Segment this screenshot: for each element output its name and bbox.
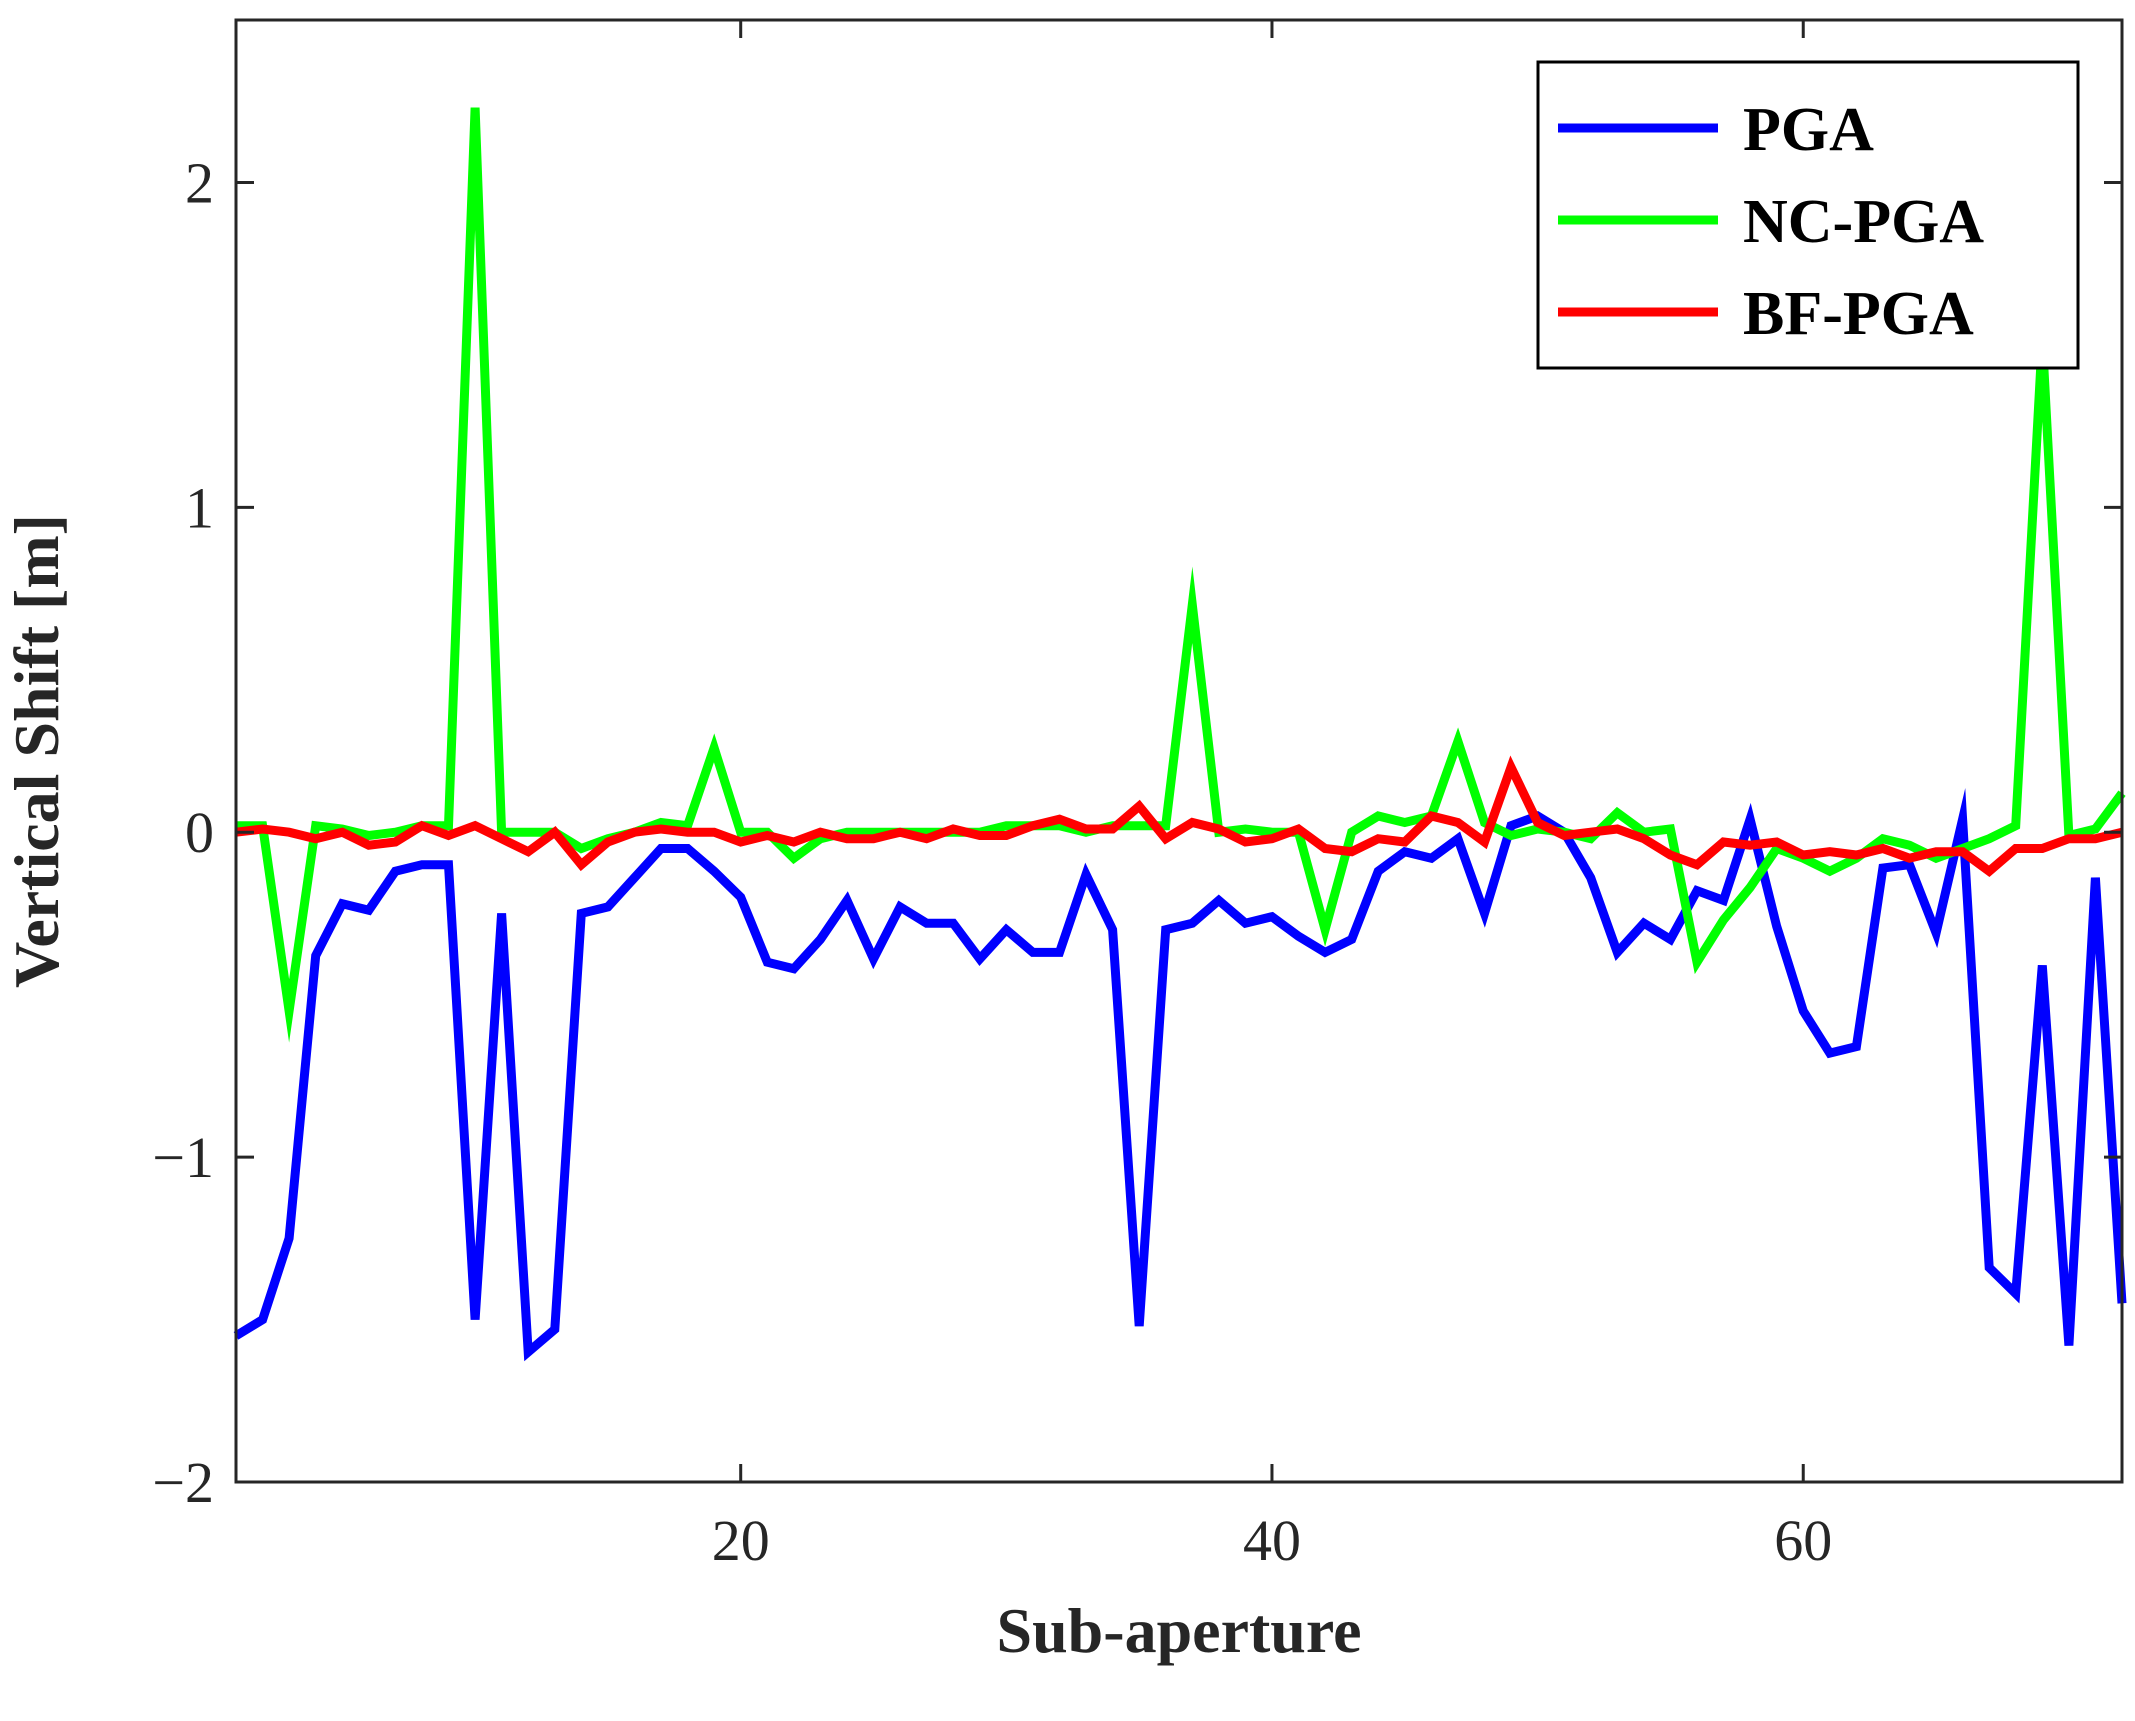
y-tick-label: −2: [152, 1450, 214, 1515]
x-axis-ticks: 20 40 60: [712, 20, 1832, 1573]
legend: PGA NC-PGA BF-PGA: [1536, 60, 2080, 370]
y-tick-label: 2: [185, 150, 214, 215]
series-line-bf-pga: [235, 755, 2124, 877]
legend-item: PGA: [1558, 96, 1874, 164]
legend-label: NC-PGA: [1743, 188, 1984, 256]
x-tick-label: 40: [1243, 1508, 1301, 1573]
y-tick-label: −1: [152, 1125, 214, 1190]
x-axis-title: Sub-aperture: [996, 1595, 1361, 1666]
x-tick-label: 20: [712, 1508, 770, 1573]
legend-items: PGA NC-PGA BF-PGA: [1558, 96, 1984, 348]
series-line-pga: [233, 787, 2127, 1362]
series-layer: [233, 107, 2127, 1362]
y-tick-label: 0: [185, 800, 214, 865]
legend-box: [1536, 60, 2080, 370]
axes-frame: [234, 18, 2124, 1484]
x-tick-label: 60: [1774, 1508, 1832, 1573]
y-tick-label: 1: [185, 475, 214, 540]
legend-item: NC-PGA: [1558, 188, 1984, 256]
y-axis-title: Vertical Shift [m]: [1, 514, 72, 988]
legend-label: BF-PGA: [1743, 280, 1974, 348]
legend-item: BF-PGA: [1558, 280, 1974, 348]
legend-label: PGA: [1743, 96, 1874, 164]
y-axis-ticks: −2 −1 0 1 2: [152, 150, 2122, 1515]
